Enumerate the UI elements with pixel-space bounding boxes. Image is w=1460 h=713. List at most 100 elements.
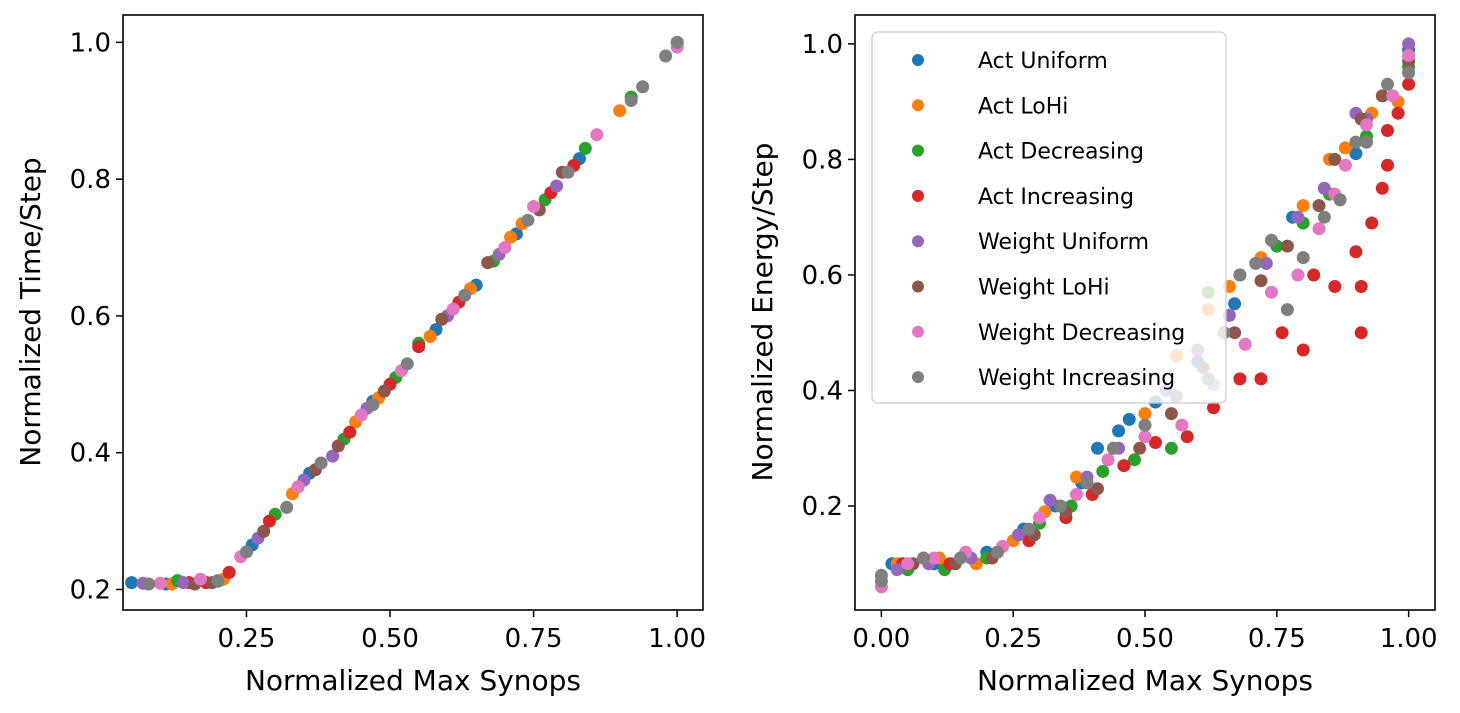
- energy-step-point-weight-decreasing-14: [1312, 222, 1326, 236]
- energy-step-y-tick-label-4: 1.0: [802, 30, 843, 60]
- time-step-point-weight-lohi-4: [331, 439, 345, 453]
- energy-step-point-act-increasing-10: [1233, 372, 1247, 386]
- energy-step-scatter-panel: 0.00 0.25 0.50 0.75 1.00 0.2 0.4 0.6 0.8 1.0 Nor…: [746, 14, 1438, 697]
- energy-step-point-weight-increasing-14: [1249, 256, 1263, 270]
- energy-step-point-weight-lohi-10: [1254, 274, 1268, 288]
- time-step-point-weight-decreasing-8: [527, 200, 541, 213]
- energy-step-point-weight-uniform-12: [1317, 181, 1331, 195]
- energy-step-point-weight-increasing-19: [1333, 193, 1347, 207]
- time-step-point-act-increasing-2: [222, 565, 236, 579]
- time-step-scatter-panel: 0.25 0.50 0.75 1.00 0.2 0.4 0.6 0.8 1.0 Normali…: [14, 14, 706, 697]
- energy-step-point-act-increasing-11: [1254, 372, 1268, 386]
- legend-marker-weight-decreasing: [912, 325, 924, 338]
- time-step-point-weight-increasing-12: [659, 49, 673, 63]
- energy-step-point-act-increasing-22: [1381, 124, 1394, 137]
- energy-step-point-act-uniform-13: [1349, 147, 1363, 161]
- time-step-point-act-lohi-7: [504, 230, 518, 244]
- time-step-point-weight-increasing-2: [240, 545, 253, 559]
- energy-step-point-act-increasing-20: [1375, 181, 1389, 195]
- legend-label-weight-lohi: Weight LoHi: [978, 276, 1110, 301]
- time-step-point-weight-increasing-7: [458, 288, 472, 302]
- legend-marker-act-uniform: [912, 54, 924, 66]
- energy-step-point-act-decreasing-5: [1096, 464, 1110, 478]
- legend-label-weight-increasing: Weight Increasing: [978, 366, 1175, 391]
- energy-step-point-act-increasing-15: [1328, 280, 1342, 293]
- legend-marker-weight-lohi: [912, 280, 924, 293]
- time-step-x-tick-label-2: 0.75: [505, 624, 563, 654]
- energy-step-point-act-uniform-11: [1228, 297, 1242, 311]
- energy-step-point-act-decreasing-7: [1164, 441, 1178, 455]
- time-step-point-weight-increasing-0: [142, 577, 156, 591]
- time-step-point-weight-increasing-1: [211, 574, 225, 588]
- legend-marker-act-decreasing: [912, 144, 924, 157]
- energy-step-point-act-increasing-21: [1381, 158, 1394, 172]
- legend-marker-weight-increasing: [912, 371, 924, 384]
- energy-step-point-weight-uniform-11: [1291, 210, 1305, 224]
- legend-label-act-lohi: Act LoHi: [978, 94, 1068, 119]
- energy-step-point-weight-lohi-15: [1375, 89, 1389, 103]
- energy-step-point-weight-increasing-22: [1381, 77, 1394, 91]
- energy-step-point-act-increasing-23: [1391, 106, 1405, 120]
- energy-step-point-weight-increasing-1: [874, 574, 888, 588]
- energy-step-point-weight-increasing-5: [1022, 522, 1036, 536]
- time-step-point-weight-lohi-2: [257, 524, 271, 538]
- energy-step-scatter-points: [874, 37, 1416, 594]
- time-step-x-tick-label-1: 0.50: [361, 624, 419, 654]
- energy-step-x-ticks: 0.00 0.25 0.50 0.75 1.00: [852, 610, 1438, 654]
- time-step-point-act-uniform-0: [125, 576, 139, 590]
- energy-step-point-act-increasing-8: [1180, 430, 1194, 444]
- time-step-y-tick-label-3: 0.8: [70, 165, 111, 195]
- energy-step-point-act-increasing-7: [1149, 436, 1162, 449]
- energy-step-point-weight-increasing-2: [917, 551, 930, 565]
- time-step-point-weight-increasing-3: [280, 500, 294, 514]
- energy-step-point-act-increasing-14: [1307, 268, 1321, 282]
- time-step-point-weight-lohi-7: [481, 256, 495, 270]
- time-step-point-weight-increasing-10: [624, 94, 638, 107]
- energy-step-point-weight-decreasing-5: [1033, 511, 1046, 525]
- time-step-y-tick-label-0: 0.2: [70, 575, 111, 605]
- energy-step-point-weight-decreasing-17: [1360, 118, 1373, 132]
- time-step-point-weight-increasing-13: [670, 35, 684, 49]
- energy-step-point-weight-increasing-23: [1402, 66, 1416, 80]
- time-step-plot-frame: [122, 14, 704, 611]
- energy-step-y-ticks: 0.2 0.4 0.6 0.8 1.0: [802, 30, 855, 522]
- energy-step-point-act-uniform-7: [1112, 424, 1126, 438]
- legend-label-act-uniform: Act Uniform: [978, 49, 1108, 74]
- energy-step-point-weight-increasing-17: [1296, 251, 1310, 265]
- time-step-point-weight-uniform-8: [550, 179, 564, 193]
- time-step-x-ticks: 0.25 0.50 0.75 1.00: [218, 610, 706, 654]
- time-step-point-weight-decreasing-7: [498, 241, 512, 254]
- time-step-point-weight-uniform-1: [176, 576, 190, 590]
- energy-step-point-weight-lohi-11: [1280, 239, 1294, 253]
- energy-step-point-weight-uniform-10: [1259, 256, 1273, 270]
- energy-step-point-weight-increasing-6: [1054, 499, 1068, 513]
- legend-label-act-decreasing: Act Decreasing: [978, 140, 1144, 165]
- time-step-point-weight-increasing-9: [561, 165, 575, 179]
- time-step-point-weight-decreasing-3: [291, 480, 305, 494]
- time-step-point-act-decreasing-8: [578, 141, 592, 155]
- energy-step-point-weight-decreasing-6: [1070, 488, 1083, 501]
- legend-box: [871, 31, 1227, 404]
- energy-step-point-weight-decreasing-19: [1402, 48, 1416, 62]
- energy-step-y-tick-label-1: 0.4: [802, 376, 843, 406]
- legend-label-weight-uniform: Weight Uniform: [978, 230, 1149, 255]
- energy-step-point-weight-decreasing-11: [1238, 337, 1252, 351]
- energy-step-point-act-decreasing-6: [1128, 453, 1141, 467]
- energy-step-point-weight-lohi-5: [1091, 482, 1104, 496]
- energy-step-point-weight-increasing-3: [954, 551, 967, 565]
- energy-step-point-weight-uniform-4: [1043, 493, 1057, 507]
- energy-step-x-tick-label-1: 0.25: [984, 624, 1042, 654]
- energy-step-point-weight-decreasing-16: [1338, 158, 1352, 172]
- time-step-point-weight-increasing-5: [366, 398, 380, 412]
- energy-step-point-weight-decreasing-7: [1101, 453, 1115, 467]
- energy-step-point-weight-increasing-15: [1265, 233, 1278, 247]
- time-step-point-weight-lohi-5: [377, 384, 391, 398]
- time-step-point-weight-decreasing-9: [590, 128, 604, 142]
- time-step-y-axis-label: Normalized Time/Step: [14, 157, 47, 466]
- energy-step-point-act-increasing-16: [1349, 245, 1363, 259]
- time-step-point-weight-increasing-4: [314, 456, 328, 470]
- energy-step-point-weight-decreasing-9: [1175, 418, 1189, 432]
- energy-step-point-weight-decreasing-18: [1386, 89, 1400, 103]
